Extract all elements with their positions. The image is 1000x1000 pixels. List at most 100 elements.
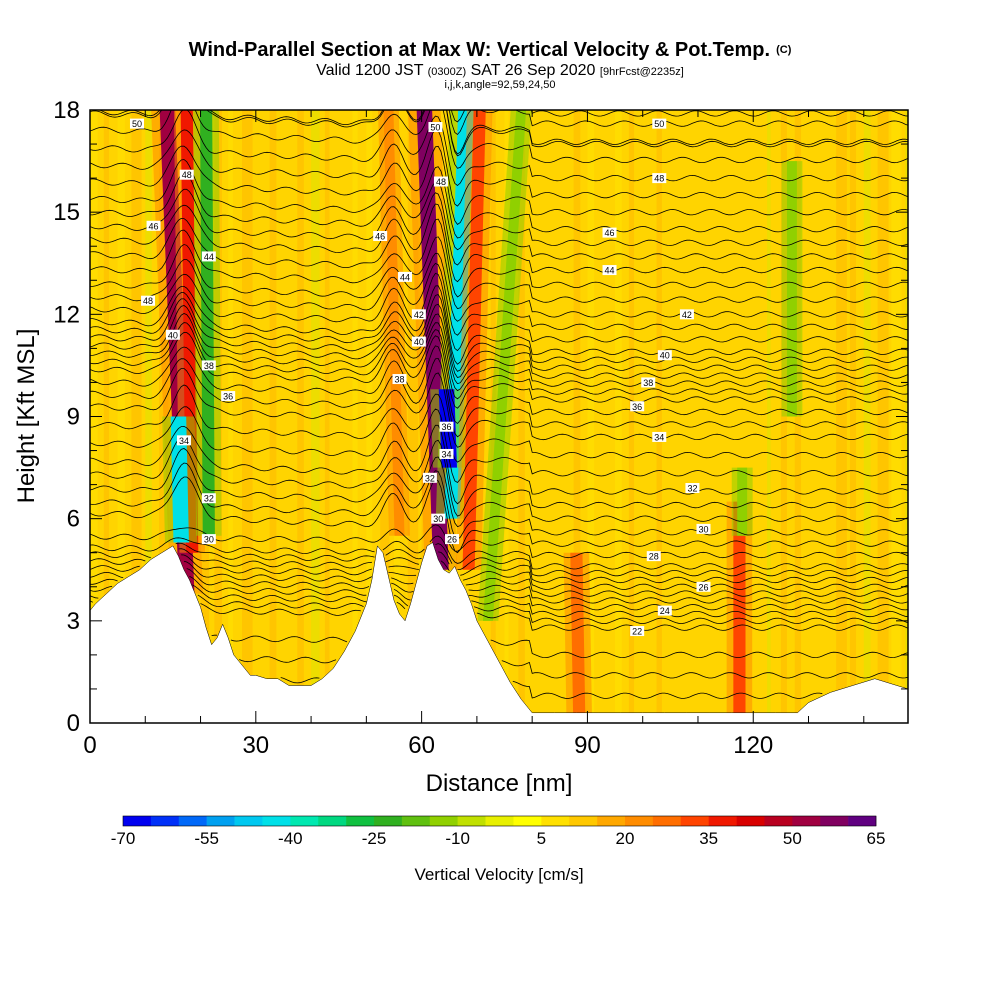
theta-contour [90, 384, 908, 463]
theta-contour [90, 524, 908, 559]
theta-contour [90, 217, 908, 298]
x-tick-label: 30 [242, 732, 269, 759]
shade-band [324, 110, 330, 723]
colorbar-swatch [764, 816, 793, 826]
shade-band [228, 110, 233, 723]
colorbar-swatch [513, 816, 542, 826]
theta-contour [90, 145, 908, 225]
theta-contour [90, 298, 908, 378]
colorbar-swatch [680, 816, 709, 826]
theta-contour [90, 172, 908, 251]
shade-band [836, 110, 847, 723]
colorbar-swatch [736, 816, 765, 826]
theta-contour [90, 568, 908, 604]
svg-text:32: 32 [204, 494, 214, 504]
theta-contour [211, 634, 908, 659]
theta-contour [90, 448, 908, 528]
velocity-streak [462, 110, 486, 570]
contour-label: 42 [411, 309, 426, 320]
theta-contour [90, 110, 908, 169]
svg-text:30: 30 [433, 514, 443, 524]
contour-label: 36 [221, 391, 236, 402]
theta-contour [90, 406, 908, 484]
contour-label: 50 [428, 122, 443, 133]
svg-text:24: 24 [660, 606, 670, 616]
svg-text:30: 30 [204, 535, 214, 545]
x-tick-label: 90 [574, 732, 601, 759]
contour-label: 22 [630, 626, 645, 637]
svg-text:48: 48 [654, 174, 664, 184]
svg-text:48: 48 [182, 170, 192, 180]
svg-text:48: 48 [143, 296, 153, 306]
svg-text:38: 38 [204, 361, 214, 371]
shade-band [117, 110, 125, 723]
svg-text:38: 38 [395, 375, 405, 385]
terrain-mask [90, 542, 908, 723]
velocity-streak [733, 501, 746, 713]
colorbar-tick-label: -70 [111, 829, 136, 848]
theta-contour [90, 584, 908, 618]
contour-label: 34 [176, 435, 191, 446]
velocity-streak [737, 467, 748, 536]
svg-text:44: 44 [605, 266, 615, 276]
svg-text:32: 32 [425, 473, 435, 483]
svg-text:42: 42 [682, 310, 692, 320]
theta-contour [90, 203, 908, 283]
contour-label: 50 [652, 118, 667, 129]
svg-text:38: 38 [643, 378, 653, 388]
theta-contour [98, 110, 908, 155]
theta-contour [90, 110, 908, 157]
svg-text:22: 22 [632, 627, 642, 637]
colorbar-swatch [346, 816, 375, 826]
y-tick-label: 18 [53, 97, 80, 124]
svg-text:36: 36 [441, 422, 451, 432]
contour-label: 34 [652, 431, 667, 442]
shade-band [366, 110, 373, 723]
contour-label: 28 [646, 551, 661, 562]
contour-label: 46 [146, 220, 161, 231]
contour-label: 36 [439, 421, 454, 432]
colorbar-swatch [178, 816, 207, 826]
shade-band [380, 110, 390, 723]
contour-label: 38 [641, 377, 656, 388]
shade-band [145, 110, 152, 723]
theta-contour [90, 188, 908, 266]
theta-contour [451, 110, 908, 123]
shade-band [518, 110, 525, 723]
y-tick-label: 0 [67, 710, 80, 737]
svg-text:44: 44 [400, 272, 410, 282]
colorbar-tick-label: -10 [445, 829, 470, 848]
shade-band [615, 110, 622, 723]
theta-contour [90, 548, 908, 584]
colorbar-swatch [290, 816, 319, 826]
theta-contour [90, 229, 908, 310]
colorbar-tick-label: 20 [616, 829, 635, 848]
shade-band [628, 110, 635, 723]
theta-contour [90, 159, 908, 239]
theta-contour [280, 677, 823, 699]
colorbar-swatch [206, 816, 235, 826]
svg-text:40: 40 [414, 337, 424, 347]
svg-text:44: 44 [204, 252, 214, 262]
svg-text:46: 46 [375, 232, 385, 242]
contour-label: 32 [422, 472, 437, 483]
velocity-streak [170, 416, 189, 543]
contour-label: 44 [398, 271, 413, 282]
svg-text:36: 36 [223, 392, 233, 402]
colorbar-tick-label: -40 [278, 829, 303, 848]
colorbar-tick-label: 5 [537, 829, 546, 848]
contour-label: 32 [201, 493, 216, 504]
svg-text:50: 50 [132, 119, 142, 129]
svg-text:42: 42 [414, 310, 424, 320]
shade-band [352, 110, 358, 723]
colorbar-swatch [262, 816, 291, 826]
contour-label: 36 [630, 401, 645, 412]
y-tick-label: 6 [67, 506, 80, 533]
contour-label: 24 [657, 605, 672, 616]
svg-text:50: 50 [430, 123, 440, 133]
colorbar-swatch [318, 816, 347, 826]
theta-contour [90, 560, 908, 597]
velocity-streak [482, 110, 527, 621]
contour-label: 48 [179, 169, 194, 180]
